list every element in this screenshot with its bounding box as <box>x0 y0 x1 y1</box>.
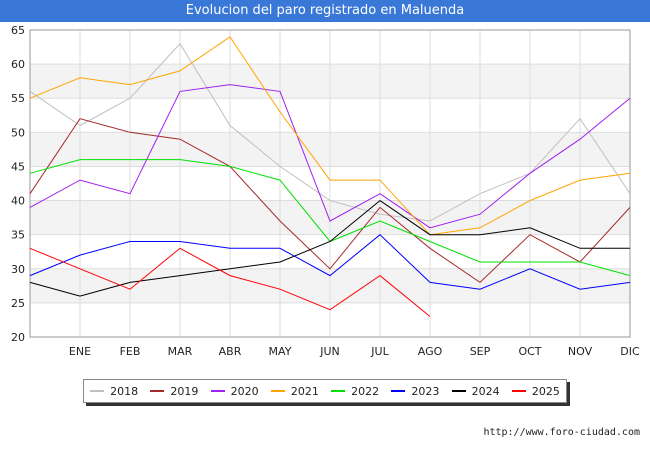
x-tick-label: JUL <box>370 345 389 358</box>
legend-item-2020: 2020 <box>210 384 259 398</box>
x-tick-label: SEP <box>470 345 491 358</box>
y-axis-ticks: 20 25 30 35 40 45 50 55 60 65 <box>11 24 25 344</box>
series-lines <box>29 36 631 317</box>
legend-label: 2021 <box>290 384 319 398</box>
series-line-2024 <box>29 199 630 297</box>
series-line-2020 <box>29 84 631 229</box>
x-axis-ticks: ENE FEB MAR ABR MAY JUN JUL AGO SEP OCT NOV DIC <box>69 345 640 358</box>
legend-swatch <box>511 390 526 392</box>
legend-label: 2019 <box>170 384 199 398</box>
y-tick-label: 35 <box>11 229 25 242</box>
legend-label: 2024 <box>471 384 500 398</box>
x-tick-label: OCT <box>518 345 541 358</box>
legend-item-2024: 2024 <box>451 384 500 398</box>
y-tick-label: 50 <box>11 126 25 139</box>
legend-swatch <box>391 390 406 392</box>
y-tick-label: 40 <box>11 195 25 208</box>
series-line-2025 <box>29 247 431 317</box>
legend-label: 2025 <box>531 384 560 398</box>
y-tick-label: 30 <box>11 263 25 276</box>
legend-label: 2022 <box>351 384 380 398</box>
legend-swatch <box>150 390 165 392</box>
x-tick-label: FEB <box>120 345 141 358</box>
legend-swatch <box>210 390 225 392</box>
legend-item-2019: 2019 <box>150 385 198 398</box>
legend-swatch <box>270 390 285 392</box>
legend-label: 2018 <box>110 384 139 398</box>
legend-swatch <box>90 390 105 392</box>
x-tick-label: AGO <box>418 345 443 358</box>
legend-item-2021: 2021 <box>270 384 319 398</box>
legend-item-2025: 2025 <box>511 384 560 398</box>
y-tick-label: 20 <box>11 331 25 344</box>
y-tick-label: 55 <box>11 92 25 105</box>
plot-frame <box>29 29 631 338</box>
y-tick-label: 60 <box>11 58 25 71</box>
legend-label: 2020 <box>230 384 259 398</box>
legend-label: 2023 <box>411 384 440 398</box>
y-tick-label: 45 <box>11 160 25 173</box>
x-tick-label: DIC <box>620 345 640 358</box>
x-tick-label: NOV <box>568 345 593 358</box>
x-tick-label: MAR <box>168 345 193 358</box>
legend-swatch <box>331 390 346 392</box>
legend-swatch <box>451 390 466 392</box>
series-line-2021 <box>29 36 631 236</box>
series-line-2019 <box>29 118 631 284</box>
legend-item-2022: 2022 <box>331 385 379 398</box>
y-tick-label: 25 <box>11 297 25 310</box>
x-tick-label: MAY <box>269 345 292 358</box>
x-tick-label: JUN <box>319 345 340 358</box>
chart-title: Evolucion del paro registrado en Maluend… <box>0 0 650 22</box>
series-line-2023 <box>29 234 631 290</box>
source-url: http://www.foro-ciudad.com <box>483 427 640 438</box>
legend-item-2018: 2018 <box>90 385 138 398</box>
x-tick-label: ABR <box>219 345 242 358</box>
x-tick-label: ENE <box>69 345 91 358</box>
legend-item-2023: 2023 <box>391 385 439 398</box>
legend: 2018 2019 2020 2021 2022 2023 2024 2025 <box>83 379 567 403</box>
y-tick-label: 65 <box>11 24 25 37</box>
